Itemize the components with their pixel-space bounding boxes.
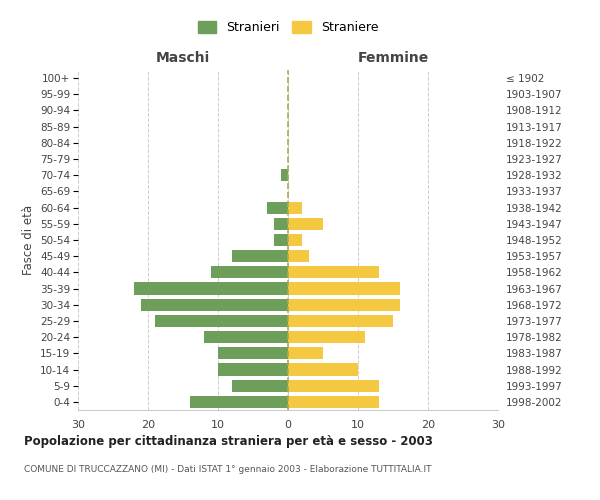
- Bar: [232, 380, 288, 392]
- Bar: [288, 298, 400, 311]
- Bar: [288, 396, 379, 408]
- Bar: [141, 298, 288, 311]
- Bar: [288, 234, 302, 246]
- Bar: [267, 202, 288, 213]
- Bar: [155, 315, 288, 327]
- Bar: [218, 364, 288, 376]
- Y-axis label: Fasce di età: Fasce di età: [22, 205, 35, 275]
- Bar: [274, 218, 288, 230]
- Bar: [288, 218, 323, 230]
- Bar: [288, 250, 309, 262]
- Bar: [288, 266, 379, 278]
- Bar: [288, 348, 323, 360]
- Bar: [288, 331, 365, 343]
- Bar: [204, 331, 288, 343]
- Text: Popolazione per cittadinanza straniera per età e sesso - 2003: Popolazione per cittadinanza straniera p…: [24, 435, 433, 448]
- Bar: [288, 202, 302, 213]
- Bar: [281, 169, 288, 181]
- Text: Femmine: Femmine: [358, 51, 428, 65]
- Bar: [288, 282, 400, 294]
- Text: COMUNE DI TRUCCAZZANO (MI) - Dati ISTAT 1° gennaio 2003 - Elaborazione TUTTITALI: COMUNE DI TRUCCAZZANO (MI) - Dati ISTAT …: [24, 465, 431, 474]
- Bar: [288, 315, 393, 327]
- Bar: [232, 250, 288, 262]
- Bar: [218, 348, 288, 360]
- Bar: [288, 380, 379, 392]
- Bar: [134, 282, 288, 294]
- Text: Maschi: Maschi: [156, 51, 210, 65]
- Bar: [288, 364, 358, 376]
- Bar: [211, 266, 288, 278]
- Bar: [274, 234, 288, 246]
- Bar: [190, 396, 288, 408]
- Legend: Stranieri, Straniere: Stranieri, Straniere: [193, 16, 383, 40]
